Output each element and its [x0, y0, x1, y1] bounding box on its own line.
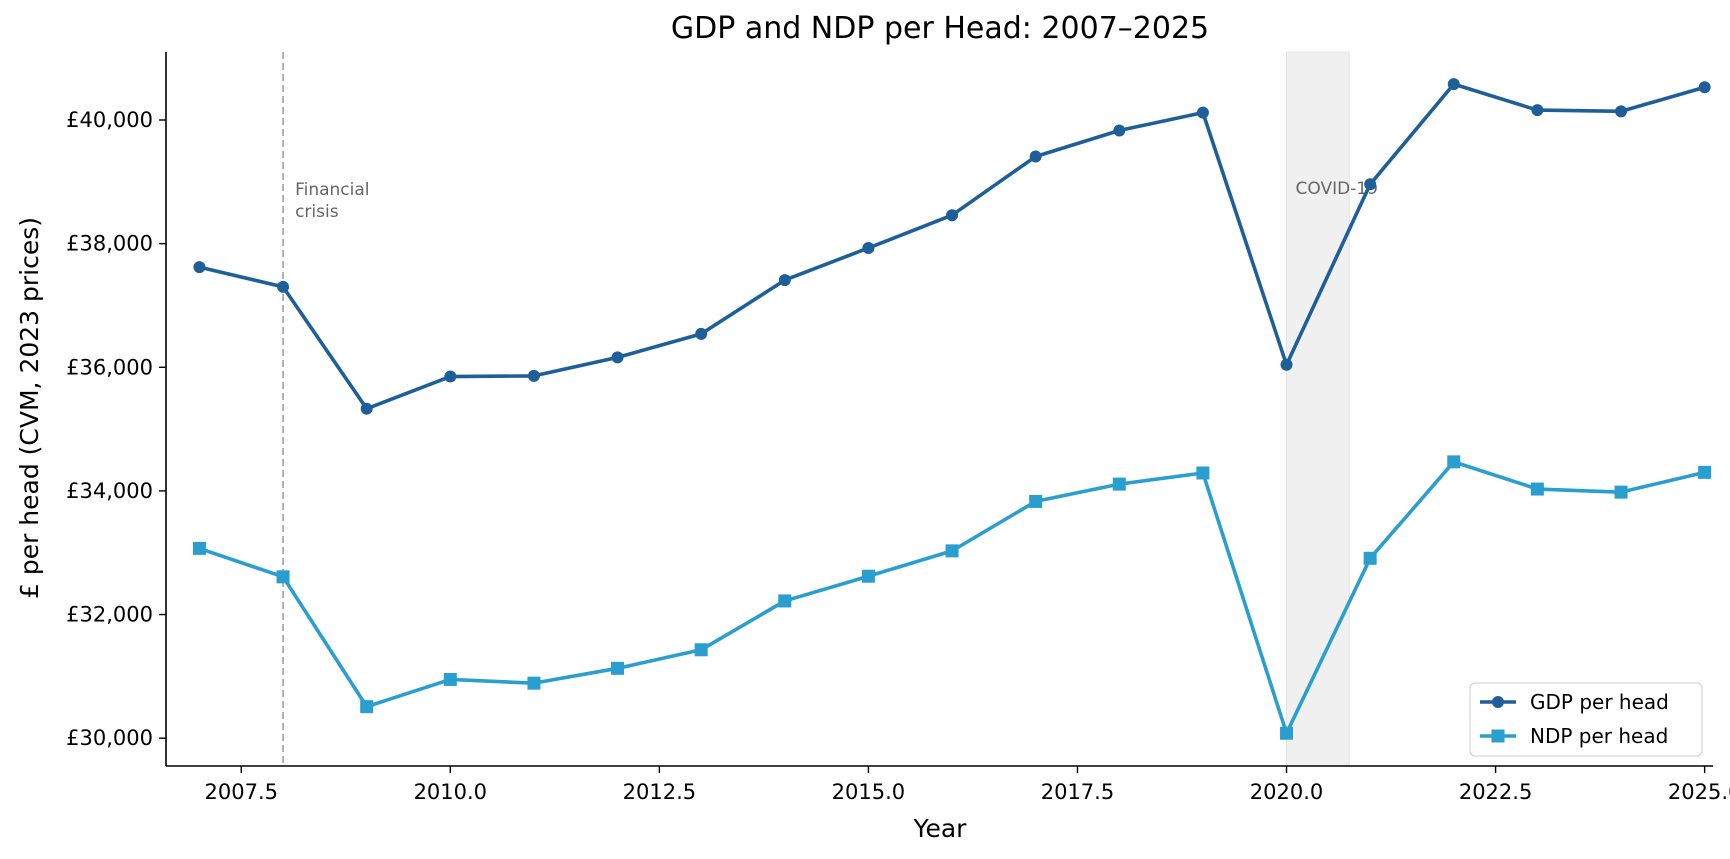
legend-item: GDP per head: [1480, 690, 1669, 714]
data-point: [277, 280, 290, 293]
data-point: [443, 672, 457, 686]
y-tick-label: £38,000: [66, 232, 153, 256]
data-point: [360, 700, 374, 714]
data-point: [1530, 482, 1544, 496]
data-point: [360, 402, 373, 415]
x-tick-label: 2025.0: [1668, 780, 1730, 804]
legend-box: [1469, 682, 1703, 757]
x-tick-label: 2020.0: [1250, 780, 1323, 804]
x-tick-label: 2015.0: [832, 780, 905, 804]
annotations-layer: Financial crisis COVID-19: [282, 51, 1378, 767]
data-point: [444, 370, 457, 383]
data-point: [1615, 105, 1628, 118]
x-axis-label: Year: [913, 814, 968, 843]
legend-label: GDP per head: [1530, 690, 1669, 714]
data-point: [1029, 150, 1042, 163]
data-point: [1698, 81, 1711, 94]
x-tick-label: 2017.5: [1041, 780, 1114, 804]
data-point: [1112, 477, 1126, 491]
series-gdp-per-head: [193, 78, 1711, 415]
financial-crisis-label: Financial crisis: [295, 180, 369, 222]
x-tick-label: 2022.5: [1459, 780, 1532, 804]
y-tick-label: £30,000: [66, 726, 153, 750]
legend-marker: [1492, 696, 1504, 708]
series-ndp-per-head: [192, 455, 1712, 740]
series-line: [199, 82, 1706, 411]
financial-crisis-label-line: crisis: [295, 202, 339, 222]
data-point: [1447, 78, 1460, 91]
data-point: [1029, 494, 1043, 508]
y-axis-label: £ per head (CVM, 2023 prices): [15, 217, 44, 599]
y-tick-label: £34,000: [66, 479, 153, 503]
x-tick-label: 2007.5: [205, 780, 278, 804]
chart-title: GDP and NDP per Head: 2007–2025: [671, 11, 1209, 46]
data-point: [192, 541, 206, 555]
data-point: [1364, 178, 1377, 191]
x-tick-label: 2012.5: [623, 780, 696, 804]
covid-label: COVID-19: [1296, 179, 1378, 199]
data-point: [862, 241, 875, 254]
x-tick-label: 2010.0: [414, 780, 487, 804]
data-point: [1614, 485, 1628, 499]
legend-item: NDP per head: [1480, 724, 1668, 748]
data-point: [611, 661, 625, 675]
data-point: [1363, 551, 1377, 565]
data-point: [1447, 455, 1461, 469]
y-tick-label: £32,000: [66, 603, 153, 627]
data-point: [695, 327, 708, 340]
data-point: [1196, 466, 1210, 480]
legend-marker: [1491, 729, 1505, 743]
data-point: [527, 369, 540, 382]
data-point: [611, 351, 624, 364]
data-point: [1113, 124, 1126, 137]
data-point: [1196, 106, 1209, 119]
financial-crisis-label-line: Financial: [295, 180, 369, 200]
data-point: [1698, 465, 1712, 479]
data-point: [276, 570, 290, 584]
legend: GDP per head NDP per head: [1469, 682, 1703, 757]
data-point: [1280, 726, 1294, 740]
data-point: [1531, 104, 1544, 117]
data-point: [1280, 358, 1293, 371]
y-tick-label: £36,000: [66, 355, 153, 379]
data-point: [193, 261, 206, 274]
data-point: [778, 594, 792, 608]
data-point: [527, 676, 541, 690]
axes: 2007.5 2010.0 2012.5 2015.0 2017.5 2020.0 2022…: [66, 52, 1730, 804]
data-point: [694, 643, 708, 657]
legend-label: NDP per head: [1530, 724, 1668, 748]
y-tick-label: £40,000: [66, 108, 153, 132]
data-point: [945, 544, 959, 558]
data-point: [778, 274, 791, 287]
data-point: [861, 569, 875, 583]
covid-shaded-span: [1286, 51, 1350, 767]
series-layer: [192, 78, 1712, 740]
data-point: [946, 209, 959, 222]
